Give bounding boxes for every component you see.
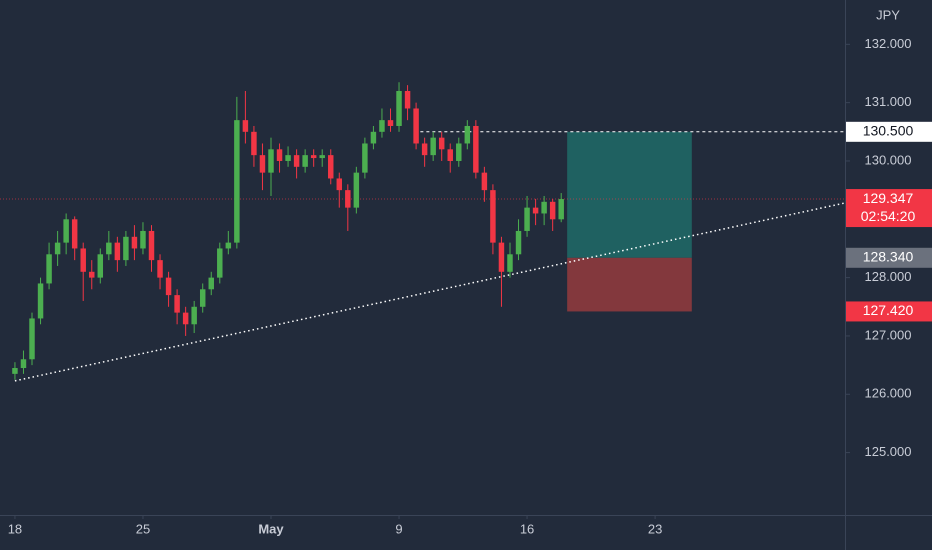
candle-body	[490, 190, 496, 243]
candle-body	[20, 359, 27, 369]
candle-body	[310, 155, 317, 159]
x-tick-label: 16	[520, 521, 534, 536]
x-tick-label: 25	[136, 521, 150, 536]
candle-body	[174, 295, 180, 313]
candle-body	[524, 207, 530, 231]
candle-body	[182, 312, 189, 325]
candle-body	[473, 125, 479, 173]
candle-body	[29, 318, 35, 360]
candle-body	[259, 155, 266, 173]
candle-body	[276, 149, 283, 161]
candle-body	[362, 143, 368, 173]
candle-body	[191, 306, 197, 325]
candle-body	[225, 242, 232, 249]
candle-body	[387, 120, 394, 126]
candle-body	[353, 172, 360, 208]
candle-body	[319, 155, 325, 159]
candle-body	[217, 248, 223, 278]
y-tick-label: 125.000	[865, 444, 912, 459]
candle-body	[114, 242, 121, 261]
candle-body	[532, 207, 539, 214]
currency-label: JPY	[876, 7, 900, 22]
candle-body	[251, 131, 257, 156]
candle-body	[438, 137, 445, 150]
candle-body	[481, 172, 488, 191]
candle-body	[447, 149, 453, 161]
candle-body	[507, 254, 513, 272]
candle-body	[37, 283, 44, 319]
candle-body	[379, 120, 385, 132]
candle-body	[404, 90, 411, 109]
candle-body	[80, 248, 86, 272]
profit-zone	[567, 131, 692, 258]
y-tick-label: 131.000	[865, 94, 912, 109]
x-tick-label: 18	[8, 521, 22, 536]
target-label: 130.500	[863, 123, 914, 139]
entry-label: 128.340	[863, 248, 914, 264]
candle-body	[12, 368, 18, 374]
y-tick-label: 132.000	[865, 36, 912, 51]
candle-body	[106, 242, 112, 255]
candle-body	[464, 125, 471, 144]
last-price-label: 129.347	[863, 190, 914, 206]
candle-body	[208, 277, 214, 290]
y-tick-label: 130.000	[865, 152, 912, 167]
candle-body	[268, 149, 274, 173]
x-tick-label: May	[258, 521, 284, 536]
candle-body	[157, 260, 163, 278]
candle-body	[199, 289, 206, 307]
candle-body	[558, 199, 564, 220]
candle-body	[123, 236, 129, 261]
y-tick-label: 126.000	[865, 386, 912, 401]
y-tick-label: 128.000	[865, 269, 912, 284]
candle-body	[396, 90, 402, 126]
x-tick-label: 9	[395, 521, 402, 536]
candle-body	[285, 155, 291, 161]
candle-body	[242, 120, 249, 132]
stop-label: 127.420	[863, 302, 914, 318]
candle-body	[293, 155, 300, 167]
entry-label-bg	[846, 247, 932, 268]
countdown: 02:54:20	[861, 208, 916, 224]
candle-body	[54, 242, 61, 255]
candle-body	[97, 254, 104, 278]
candle-body	[413, 108, 419, 144]
candle-body	[430, 137, 436, 156]
candle-body	[89, 271, 95, 278]
last-price-label-bg	[846, 189, 932, 228]
loss-zone	[567, 257, 692, 312]
candle-body	[46, 254, 52, 284]
x-tick-label: 23	[648, 521, 662, 536]
candle-body	[336, 178, 343, 191]
candle-body	[456, 143, 462, 161]
candle-body	[234, 120, 240, 243]
trendline	[14, 202, 846, 382]
candle-body	[71, 219, 78, 249]
candle-body	[549, 201, 556, 220]
candle-body	[148, 230, 155, 261]
candle-body	[515, 230, 522, 255]
stop-label-bg	[846, 301, 932, 322]
candle-body	[165, 277, 172, 296]
y-tick-label: 127.000	[865, 327, 912, 342]
candle-body	[63, 219, 69, 243]
candle-body	[302, 155, 308, 167]
candle-body	[421, 143, 428, 156]
target-label-bg	[846, 121, 932, 142]
candle-body	[131, 236, 138, 249]
candle-body	[541, 201, 547, 214]
candle-body	[498, 242, 505, 272]
candle-body	[328, 155, 334, 179]
candle-body	[345, 190, 351, 208]
candle-body	[140, 230, 146, 249]
candle-body	[370, 131, 377, 144]
